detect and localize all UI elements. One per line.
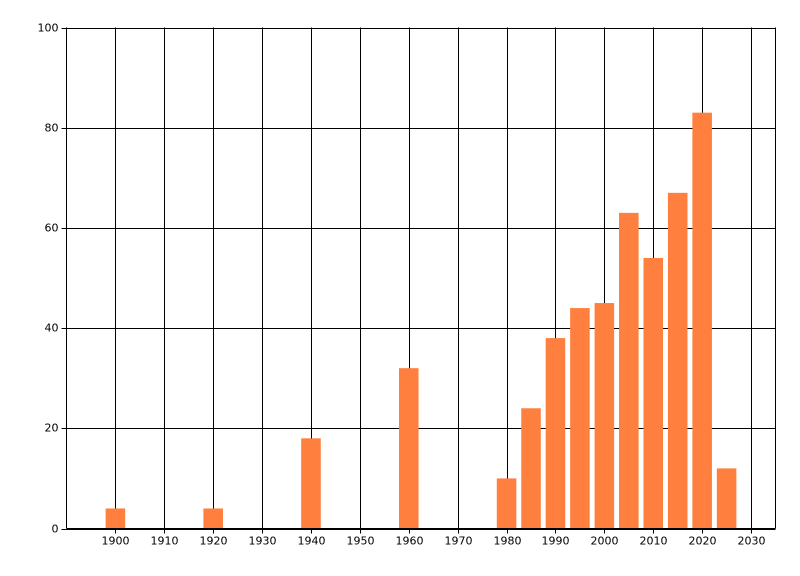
- bar: [594, 303, 615, 529]
- bar: [301, 438, 321, 529]
- y-tick-label: 80: [45, 122, 59, 135]
- bar: [643, 257, 664, 529]
- x-tick-label: 2020: [689, 535, 717, 548]
- bar: [203, 508, 223, 529]
- x-tick-label: 1970: [445, 535, 473, 548]
- x-tick-label: 1990: [542, 535, 570, 548]
- y-tick-label: 60: [45, 222, 59, 235]
- bar: [398, 368, 419, 529]
- x-tick-label: 1920: [200, 535, 228, 548]
- bar: [570, 308, 590, 529]
- bar: [692, 112, 712, 529]
- y-tick-label: 0: [52, 523, 59, 536]
- bar: [105, 508, 126, 529]
- x-tick-label: 1980: [494, 535, 522, 548]
- y-tick-label: 20: [45, 422, 59, 435]
- bar: [619, 212, 639, 529]
- x-tick-label: 1910: [151, 535, 179, 548]
- bar: [667, 192, 688, 529]
- bar: [496, 478, 517, 529]
- x-tick-label: 2030: [738, 535, 766, 548]
- x-tick-label: 1950: [347, 535, 375, 548]
- x-tick-label: 1960: [396, 535, 424, 548]
- y-tick-label: 40: [45, 322, 59, 335]
- x-tick-label: 2000: [591, 535, 619, 548]
- y-tick-label: 100: [38, 22, 59, 35]
- x-tick-label: 2010: [640, 535, 668, 548]
- bar: [716, 468, 737, 529]
- bar: [521, 408, 541, 529]
- x-tick-label: 1930: [249, 535, 277, 548]
- bar: [545, 338, 566, 529]
- x-tick-label: 1900: [102, 535, 130, 548]
- x-tick-label: 1940: [298, 535, 326, 548]
